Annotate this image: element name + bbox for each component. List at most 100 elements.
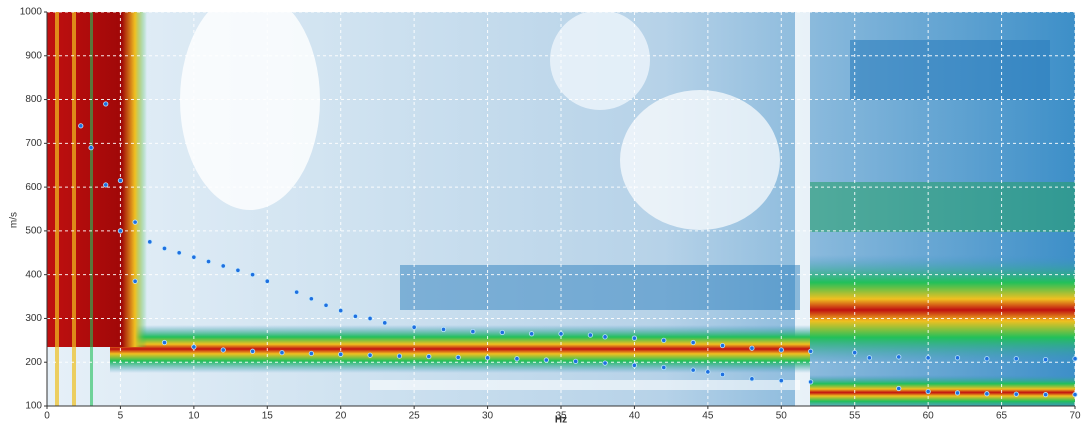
points — [78, 101, 1078, 398]
point — [88, 145, 94, 151]
y-tick-label: 300 — [25, 313, 42, 324]
x-tick-label: 25 — [409, 411, 421, 422]
point — [1072, 356, 1078, 362]
heatmap — [47, 12, 1075, 406]
point — [1043, 392, 1049, 398]
x-tick-label: 65 — [996, 411, 1008, 422]
y-tick-label: 600 — [25, 182, 42, 193]
point — [529, 331, 535, 337]
point — [455, 354, 461, 361]
point — [954, 390, 961, 396]
y-tick-label: 800 — [25, 94, 42, 105]
x-tick-label: 0 — [44, 411, 50, 422]
point — [367, 352, 373, 358]
point — [543, 357, 549, 363]
x-tick-label: 5 — [118, 411, 124, 422]
point — [1013, 391, 1019, 397]
point — [1013, 356, 1019, 362]
point — [484, 355, 491, 361]
point — [749, 345, 755, 351]
point — [1072, 392, 1078, 398]
point — [470, 328, 476, 335]
point — [984, 391, 990, 397]
point — [1043, 356, 1049, 363]
y-tick-label: 400 — [25, 269, 42, 280]
point — [719, 371, 726, 378]
y-tick-label: 200 — [25, 357, 42, 368]
y-tick-label: 500 — [25, 226, 42, 237]
point — [161, 339, 168, 346]
point — [352, 313, 358, 319]
x-axis-label: Hz — [555, 415, 567, 426]
point — [602, 334, 608, 340]
point — [719, 342, 726, 349]
point — [866, 355, 873, 361]
point — [661, 364, 667, 371]
point — [103, 182, 109, 188]
x-tick-label: 70 — [1069, 411, 1081, 422]
point — [308, 350, 314, 357]
x-tick-label: 30 — [482, 411, 494, 422]
point — [264, 278, 270, 284]
point — [294, 289, 300, 295]
point — [440, 326, 447, 332]
point — [499, 329, 505, 336]
point — [132, 219, 138, 225]
point — [749, 376, 755, 382]
y-tick-label: 1000 — [20, 7, 43, 18]
x-tick-label: 20 — [335, 411, 347, 422]
point — [338, 307, 344, 314]
point — [778, 347, 784, 353]
point — [690, 339, 696, 346]
point — [191, 344, 197, 350]
point — [279, 349, 285, 356]
point — [925, 388, 931, 395]
x-tick-label: 35 — [555, 411, 567, 422]
point — [573, 358, 579, 364]
point — [323, 302, 329, 308]
point — [661, 337, 667, 343]
point — [705, 369, 711, 375]
point — [103, 101, 109, 107]
point — [191, 254, 197, 260]
x-tick-label: 60 — [923, 411, 935, 422]
point — [631, 362, 638, 368]
x-tick-label: 10 — [188, 411, 200, 422]
point — [808, 379, 814, 385]
point — [308, 296, 314, 302]
x-tick-label: 45 — [702, 411, 714, 422]
point — [117, 177, 124, 184]
point — [396, 353, 403, 359]
point — [690, 367, 696, 373]
x-tick-label: 55 — [849, 411, 861, 422]
point — [411, 324, 417, 330]
point — [514, 356, 520, 362]
point — [220, 347, 226, 353]
y-tick-label: 100 — [25, 401, 42, 412]
point — [78, 123, 84, 129]
point — [925, 355, 931, 361]
y-tick-label: 700 — [25, 138, 42, 149]
point — [954, 355, 961, 361]
point — [778, 378, 784, 384]
point — [250, 348, 256, 354]
point — [250, 272, 256, 278]
point — [426, 353, 432, 360]
point — [631, 335, 638, 341]
point — [984, 356, 990, 362]
y-axis-label: m/s — [9, 212, 20, 228]
point — [161, 245, 168, 251]
point — [367, 315, 373, 322]
point — [235, 267, 241, 273]
point — [220, 263, 226, 269]
y-tick-label: 900 — [25, 50, 42, 61]
x-tick-label: 40 — [629, 411, 641, 422]
point — [338, 351, 344, 357]
point — [205, 258, 212, 265]
point — [558, 331, 564, 337]
x-tick-label: 15 — [262, 411, 274, 422]
point — [808, 348, 814, 354]
point — [896, 385, 902, 392]
point — [896, 354, 902, 360]
